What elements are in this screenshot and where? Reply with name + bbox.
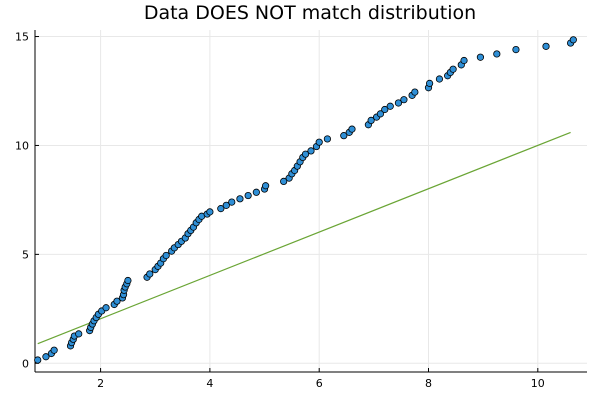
data-point-65 bbox=[340, 132, 348, 140]
y-tick-label-10: 10 bbox=[15, 139, 29, 152]
data-point-86 bbox=[476, 53, 485, 61]
data-point-52 bbox=[262, 182, 270, 190]
x-tick-label-6: 6 bbox=[316, 377, 323, 390]
y-tick-label-15: 15 bbox=[15, 31, 29, 44]
y-tick-label-5: 5 bbox=[22, 248, 29, 261]
data-point-1 bbox=[42, 353, 50, 361]
data-point-63 bbox=[315, 138, 323, 146]
data-point-18 bbox=[113, 297, 121, 305]
data-point-26 bbox=[146, 270, 154, 278]
data-point-49 bbox=[244, 191, 252, 200]
scatter-series bbox=[34, 36, 577, 364]
data-point-0 bbox=[34, 356, 42, 364]
chart-title: Data DOES NOT match distribution bbox=[144, 2, 476, 24]
data-point-48 bbox=[236, 195, 244, 203]
data-point-16 bbox=[102, 304, 110, 312]
data-point-89 bbox=[542, 42, 550, 50]
data-point-8 bbox=[75, 330, 83, 338]
data-point-46 bbox=[222, 201, 230, 209]
data-point-91 bbox=[569, 36, 577, 44]
axes bbox=[34, 30, 587, 373]
data-point-50 bbox=[252, 188, 260, 196]
data-point-60 bbox=[301, 150, 310, 158]
data-point-85 bbox=[460, 56, 468, 65]
data-point-83 bbox=[449, 65, 457, 73]
y-tick-label-0: 0 bbox=[22, 357, 29, 370]
ticks: 2 4 6 8 10 0 5 10 15 bbox=[15, 31, 545, 390]
data-point-53 bbox=[280, 177, 288, 185]
data-point-75 bbox=[400, 96, 408, 104]
data-point-3 bbox=[50, 346, 58, 354]
data-point-72 bbox=[381, 105, 389, 114]
data-point-69 bbox=[367, 116, 375, 125]
x-tick-label-8: 8 bbox=[425, 377, 432, 390]
data-point-44 bbox=[206, 208, 214, 216]
data-point-73 bbox=[386, 102, 394, 110]
data-point-24 bbox=[124, 276, 132, 285]
data-point-79 bbox=[425, 79, 434, 87]
x-tick-label-2: 2 bbox=[97, 377, 104, 390]
data-point-87 bbox=[493, 50, 501, 58]
data-point-71 bbox=[376, 110, 385, 118]
reference-line-series bbox=[37, 131, 571, 345]
data-point-77 bbox=[411, 88, 419, 96]
data-point-64 bbox=[323, 135, 331, 143]
grid bbox=[35, 30, 587, 372]
data-point-47 bbox=[228, 198, 236, 206]
data-point-67 bbox=[348, 125, 356, 133]
data-point-74 bbox=[394, 99, 403, 107]
x-tick-label-4: 4 bbox=[206, 377, 213, 390]
reference-line bbox=[37, 131, 571, 345]
data-point-45 bbox=[217, 205, 225, 213]
data-point-80 bbox=[435, 75, 444, 83]
data-point-61 bbox=[307, 147, 315, 155]
x-tick-label-10: 10 bbox=[531, 377, 545, 390]
data-point-31 bbox=[162, 251, 170, 260]
data-point-88 bbox=[512, 46, 520, 54]
